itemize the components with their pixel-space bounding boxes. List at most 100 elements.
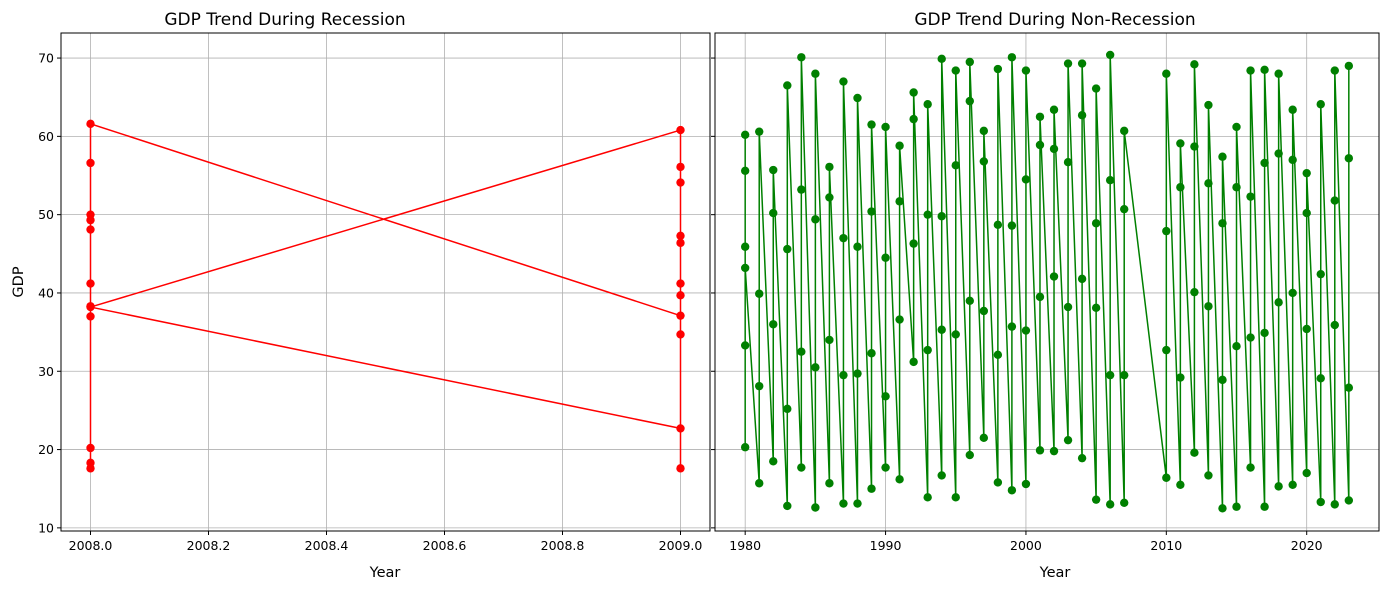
recession-y-tick-label: 20 [38,442,54,457]
non-recession-data-point [1162,69,1171,78]
recession-data-point [676,178,685,187]
non-recession-data-point [923,100,932,109]
non-recession-data-point [769,457,778,466]
recession-series-line [89,123,682,470]
non-recession-data-point [951,493,960,502]
recession-data-point [676,291,685,300]
recession-data-point [86,158,95,168]
non-recession-data-point [853,93,862,103]
non-recession-data-point [1316,374,1325,383]
non-recession-data-point [1049,446,1059,456]
non-recession-data-point [783,501,792,511]
non-recession-data-point [797,53,806,62]
non-recession-data-point [993,220,1003,230]
non-recession-data-point [979,126,989,136]
non-recession-data-point [1063,59,1073,68]
non-recession-data-point [881,122,890,132]
non-recession-data-point [1190,287,1199,297]
non-recession-data-point [1091,219,1101,228]
non-recession-data-point [839,370,848,380]
non-recession-data-point [1021,326,1031,335]
non-recession-data-point [881,392,890,401]
recession-y-tick-label: 40 [38,285,54,300]
non-recession-data-point [825,193,834,202]
non-recession-data-point [825,479,834,488]
non-recession-data-point [740,166,750,176]
non-recession-data-point [1063,302,1073,312]
non-recession-data-point [1091,84,1101,93]
non-recession-data-point [1232,183,1241,192]
non-recession-data-point [1288,105,1297,114]
non-recession-data-point [1049,272,1059,281]
recession-y-tick-label: 50 [38,207,54,222]
non-recession-data-point [1316,497,1325,507]
recession-data-point [676,330,685,339]
recession-plot-frame [60,32,711,532]
recession-chart-title: GDP Trend During Recession [164,10,405,30]
non-recession-data-point [1218,219,1227,228]
non-recession-data-point [993,350,1003,360]
non-recession-data-point [1049,144,1059,154]
non-recession-data-point [1330,500,1339,509]
non-recession-data-point [1077,453,1087,463]
non-recession-data-point [909,357,918,367]
non-recession-data-point [1302,208,1311,218]
non-recession-data-point [1063,435,1073,445]
recession-y-tick-label: 10 [38,520,54,535]
non-recession-data-point [1077,59,1087,68]
recession-x-tick-label: 2008.2 [187,538,231,553]
non-recession-data-point [769,320,778,329]
non-recession-data-point [1204,100,1213,110]
recession-x-tick-label: 2008.8 [541,538,585,553]
non-recession-series-line [744,54,1350,510]
non-recession-x-axis: 1980 1990 2000 2010 2020 [729,531,1323,553]
non-recession-data-point [1176,480,1185,489]
recession-y-axis-label: GDP [11,266,27,297]
non-recession-data-point [1246,192,1255,201]
non-recession-data-point [1120,370,1129,380]
recession-data-point [86,464,95,473]
non-recession-data-point [1091,303,1101,313]
non-recession-data-point [867,207,876,216]
non-recession-data-point [1288,480,1297,489]
recession-data-point [86,443,95,453]
non-recession-data-point [1162,473,1171,482]
non-recession-data-point [1007,53,1017,62]
non-recession-data-point [839,499,848,508]
non-recession-data-point [1260,328,1269,338]
non-recession-data-point [923,210,932,219]
recession-data-point [676,311,685,320]
non-recession-data-point [1232,342,1241,351]
recession-data-point [676,279,685,288]
non-recession-data-point [825,162,834,172]
non-recession-x-tick-label: 2000 [1010,538,1042,553]
non-recession-data-point [1204,471,1213,480]
non-recession-data-point [1274,149,1283,158]
non-recession-data-point [811,363,820,372]
non-recession-data-point [979,433,989,443]
non-recession-data-point [895,315,904,324]
non-recession-data-point [1105,50,1115,60]
non-recession-data-point [1035,140,1045,150]
non-recession-data-point [1330,196,1339,205]
non-recession-data-point [1120,498,1129,508]
non-recession-x-tick-label: 2010 [1150,538,1182,553]
non-recession-data-point [909,114,918,124]
recession-data-point [676,231,685,240]
non-recession-data-point [1246,463,1255,472]
non-recession-data-point [937,54,946,64]
recession-data-point [86,210,95,219]
non-recession-series-points [740,50,1354,513]
non-recession-y-axis [711,57,715,529]
non-recession-data-point [951,161,960,170]
non-recession-data-point [1190,60,1199,69]
non-recession-data-point [1049,105,1059,114]
non-recession-data-point [993,64,1003,74]
non-recession-data-point [881,253,890,262]
non-recession-data-point [1120,126,1129,136]
non-recession-data-point [951,66,960,75]
non-recession-data-point [1274,298,1283,307]
non-recession-data-point [769,165,778,175]
non-recession-data-point [1035,292,1045,302]
